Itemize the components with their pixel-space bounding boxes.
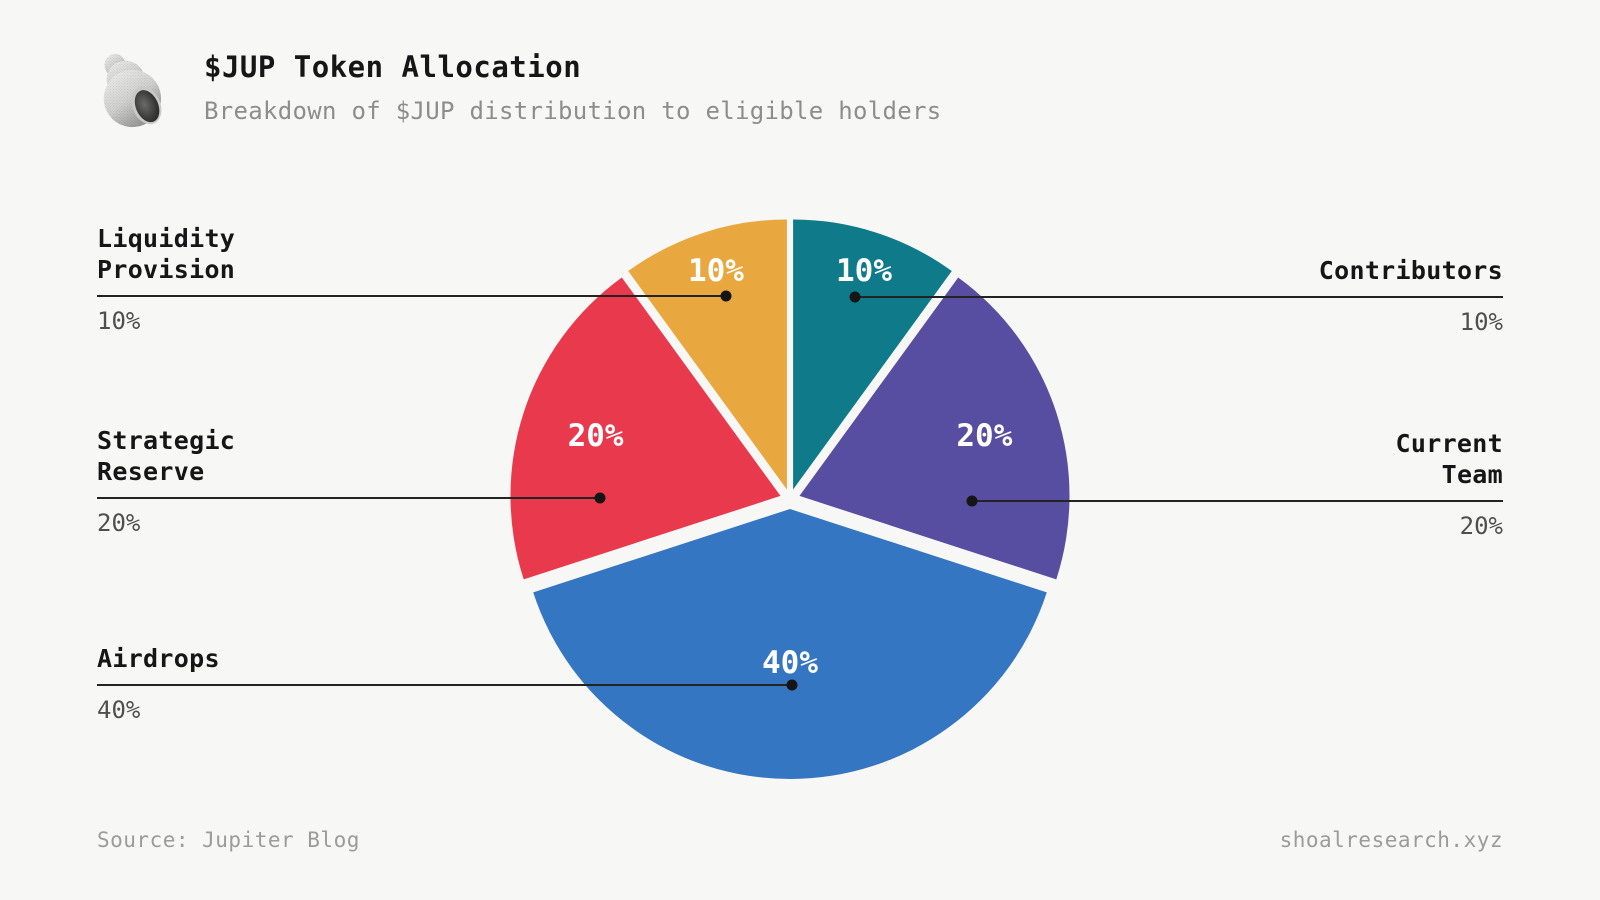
callout-label-airdrops: Airdrops — [97, 643, 220, 673]
callout-label-liquidity-provision: Liquidity Provision — [97, 223, 236, 284]
pie-slice-strategic-reserve — [507, 274, 784, 583]
callout-percent-airdrops: 40% — [97, 696, 141, 724]
callout-label-current-team: Current Team — [1395, 428, 1503, 489]
pie-slice-percent-liquidity-provision: 10% — [688, 253, 744, 289]
callout-dot-current-team — [966, 495, 978, 507]
callout-dot-airdrops — [786, 679, 798, 691]
header: $JUP Token Allocation Breakdown of $JUP … — [96, 42, 941, 132]
pie-slice-liquidity-provision — [625, 216, 790, 493]
header-text: $JUP Token Allocation Breakdown of $JUP … — [204, 42, 941, 125]
page-subtitle: Breakdown of $JUP distribution to eligib… — [204, 97, 942, 125]
callout-dot-strategic-reserve — [594, 492, 606, 504]
callout-percent-liquidity-provision: 10% — [97, 307, 141, 335]
pie-slice-current-team — [796, 274, 1073, 583]
callout-dot-liquidity-provision — [720, 290, 732, 302]
pie-slice-contributors — [790, 216, 955, 493]
callout-dot-contributors — [849, 291, 861, 303]
pie-slice-percent-current-team: 20% — [956, 418, 1012, 454]
pie-slice-percent-contributors: 10% — [836, 253, 892, 289]
seashell-icon — [103, 53, 162, 128]
pie-slice-percent-airdrops: 40% — [762, 645, 818, 681]
site-credit: shoalresearch.xyz — [1279, 828, 1503, 852]
callout-percent-current-team: 20% — [1459, 512, 1503, 540]
callout-label-contributors: Contributors — [1318, 255, 1503, 285]
callout-percent-contributors: 10% — [1459, 308, 1503, 336]
callout-label-strategic-reserve: Strategic Reserve — [97, 425, 236, 486]
pie-slice-percent-strategic-reserve: 20% — [568, 418, 624, 454]
pie-slice-airdrops — [530, 506, 1050, 783]
source-credit: Source: Jupiter Blog — [97, 828, 360, 852]
page-title: $JUP Token Allocation — [204, 50, 582, 84]
callout-percent-strategic-reserve: 20% — [97, 509, 141, 537]
